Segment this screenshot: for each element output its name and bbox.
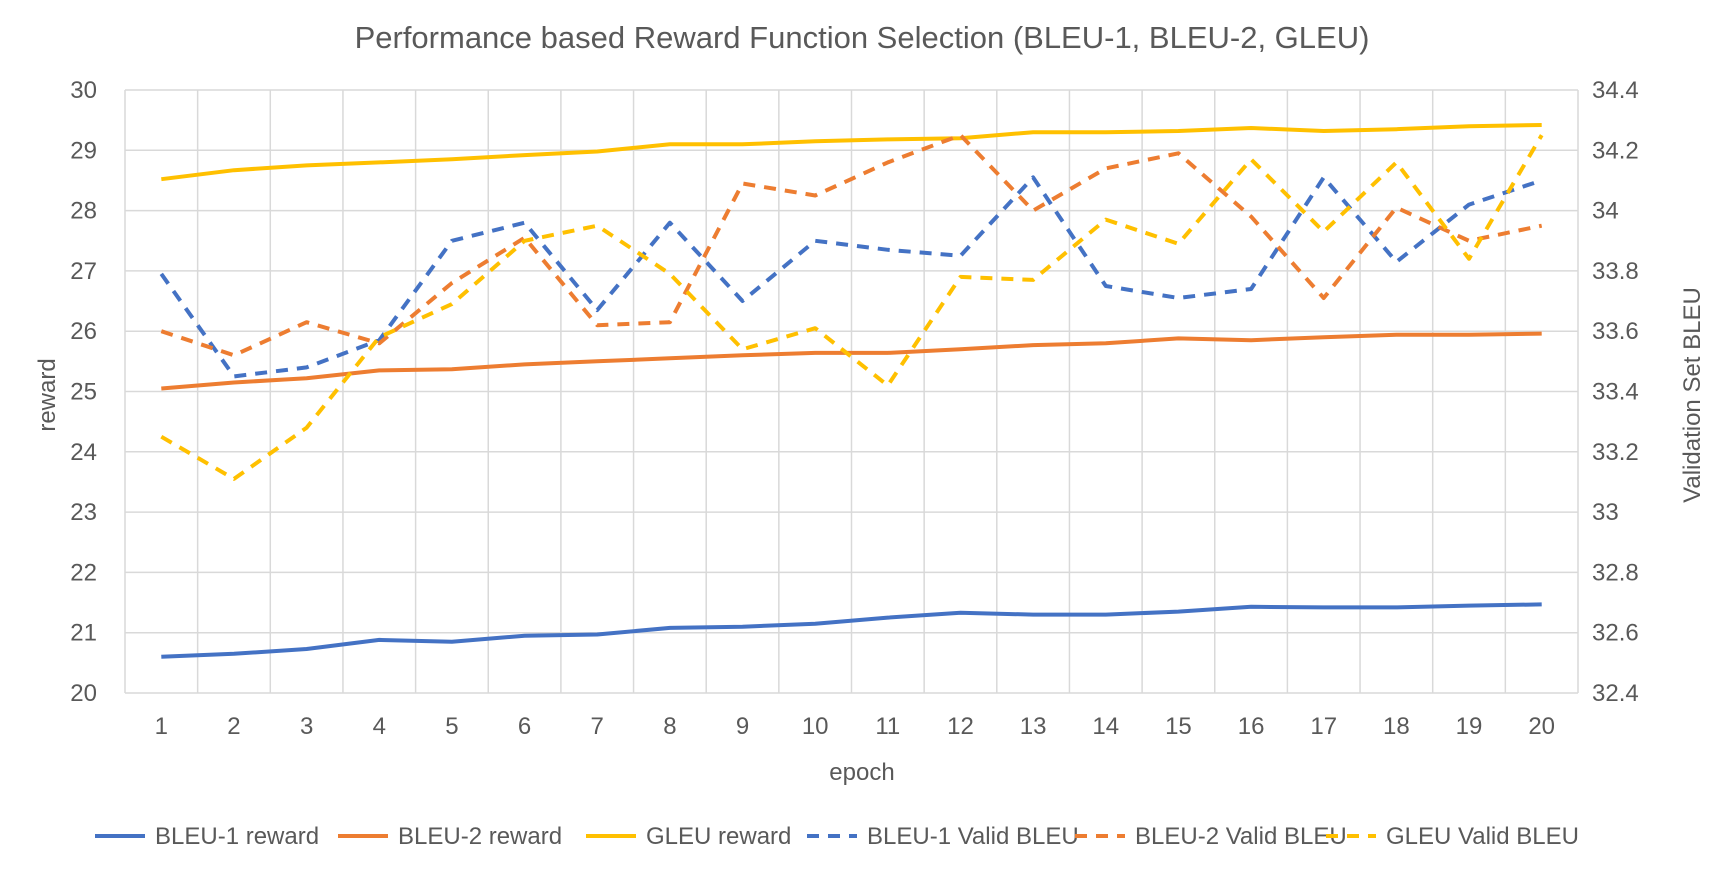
- series-line: [161, 123, 1542, 182]
- x-tick-label: 3: [300, 713, 313, 740]
- y-tick-label: 29: [70, 137, 97, 164]
- x-tick-label: 4: [373, 713, 386, 740]
- x-tick-label: 6: [518, 713, 531, 740]
- x-tick-label: 5: [445, 713, 458, 740]
- y2-tick-label: 32.4: [1592, 680, 1639, 707]
- y2-tick-label: 33.6: [1592, 318, 1639, 345]
- x-axis-ticks: 1 2 3 4 5 6 7 8 9 10 11 12 13 14 15 16 17 18 19 20: [155, 713, 1555, 740]
- chart-title: Performance based Reward Function Select…: [355, 20, 1370, 55]
- y-tick-label: 28: [70, 198, 97, 225]
- legend-label: GLEU reward: [646, 823, 791, 850]
- y-tick-label: 30: [70, 77, 97, 104]
- y2-tick-label: 34.2: [1592, 137, 1639, 164]
- x-tick-label: 12: [947, 713, 974, 740]
- x-tick-label: 8: [663, 713, 676, 740]
- x-tick-label: 14: [1092, 713, 1119, 740]
- y-tick-label: 25: [70, 379, 97, 406]
- x-tick-label: 20: [1528, 713, 1555, 740]
- series-line: [160, 134, 1544, 481]
- left-axis-ticks: 20 21 22 23 24 25 26 27 28 29 30: [70, 77, 97, 707]
- x-tick-label: 13: [1020, 713, 1047, 740]
- y2-tick-label: 33.8: [1592, 258, 1639, 285]
- legend: BLEU-1 reward BLEU-2 reward GLEU reward BLE…: [95, 823, 1579, 850]
- series-line: [161, 602, 1542, 659]
- y2-tick-label: 33.4: [1592, 379, 1639, 406]
- y2-axis-title: Validation Set BLEU: [1679, 287, 1706, 503]
- x-tick-label: 1: [155, 713, 168, 740]
- x-tick-label: 17: [1310, 713, 1337, 740]
- gridlines: [124, 89, 1579, 694]
- y2-tick-label: 34.4: [1592, 77, 1639, 104]
- series-line: [161, 331, 1542, 391]
- x-tick-label: 11: [875, 713, 900, 740]
- x-tick-label: 19: [1456, 713, 1483, 740]
- y2-tick-label: 34: [1592, 198, 1619, 225]
- legend-label: GLEU Valid BLEU: [1386, 823, 1579, 850]
- y2-tick-label: 32.6: [1592, 620, 1639, 647]
- y-tick-label: 21: [70, 620, 97, 647]
- x-axis-title: epoch: [829, 759, 894, 786]
- series-line: [159, 175, 1543, 379]
- x-tick-label: 2: [227, 713, 240, 740]
- x-tick-label: 18: [1383, 713, 1410, 740]
- y-tick-label: 20: [70, 680, 97, 707]
- right-axis-ticks: 32.4 32.6 32.8 33 33.2 33.4 33.6 33.8 34 34.2 34.4: [1592, 77, 1639, 707]
- y-tick-label: 23: [70, 499, 97, 526]
- x-tick-label: 9: [736, 713, 749, 740]
- y2-tick-label: 33.2: [1592, 439, 1639, 466]
- series-lines: [159, 123, 1544, 659]
- legend-label: BLEU-1 reward: [155, 823, 319, 850]
- y-tick-label: 22: [70, 559, 97, 586]
- x-tick-label: 16: [1238, 713, 1265, 740]
- legend-label: BLEU-2 Valid BLEU: [1135, 823, 1347, 850]
- legend-label: BLEU-2 reward: [398, 823, 562, 850]
- y-axis-title: reward: [34, 358, 61, 431]
- y-tick-label: 26: [70, 318, 97, 345]
- y-tick-label: 27: [70, 258, 97, 285]
- legend-label: BLEU-1 Valid BLEU: [867, 823, 1079, 850]
- y2-tick-label: 33: [1592, 499, 1619, 526]
- x-tick-label: 15: [1165, 713, 1192, 740]
- y2-tick-label: 32.8: [1592, 559, 1639, 586]
- y-tick-label: 24: [70, 439, 97, 466]
- series-line: [160, 133, 1543, 358]
- x-tick-label: 7: [591, 713, 604, 740]
- x-tick-label: 10: [802, 713, 829, 740]
